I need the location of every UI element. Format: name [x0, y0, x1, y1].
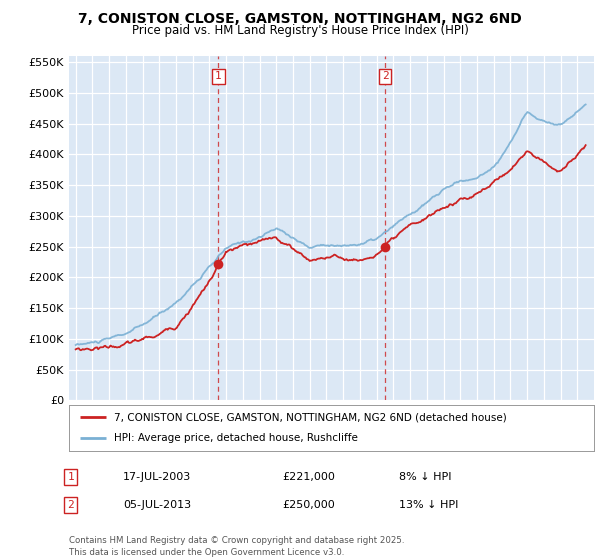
Text: 17-JUL-2003: 17-JUL-2003	[123, 472, 191, 482]
Text: 1: 1	[215, 72, 222, 82]
Text: £221,000: £221,000	[282, 472, 335, 482]
Text: 8% ↓ HPI: 8% ↓ HPI	[399, 472, 452, 482]
Text: 7, CONISTON CLOSE, GAMSTON, NOTTINGHAM, NG2 6ND: 7, CONISTON CLOSE, GAMSTON, NOTTINGHAM, …	[78, 12, 522, 26]
Text: 2: 2	[382, 72, 389, 82]
Text: 2: 2	[67, 500, 74, 510]
Text: 05-JUL-2013: 05-JUL-2013	[123, 500, 191, 510]
Text: 7, CONISTON CLOSE, GAMSTON, NOTTINGHAM, NG2 6ND (detached house): 7, CONISTON CLOSE, GAMSTON, NOTTINGHAM, …	[113, 412, 506, 422]
Text: £250,000: £250,000	[282, 500, 335, 510]
Text: Price paid vs. HM Land Registry's House Price Index (HPI): Price paid vs. HM Land Registry's House …	[131, 24, 469, 36]
Text: 13% ↓ HPI: 13% ↓ HPI	[399, 500, 458, 510]
Text: HPI: Average price, detached house, Rushcliffe: HPI: Average price, detached house, Rush…	[113, 433, 358, 444]
Text: Contains HM Land Registry data © Crown copyright and database right 2025.
This d: Contains HM Land Registry data © Crown c…	[69, 536, 404, 557]
Text: 1: 1	[67, 472, 74, 482]
